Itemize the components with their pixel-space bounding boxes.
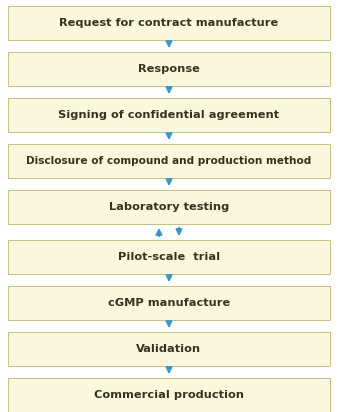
FancyBboxPatch shape: [8, 332, 330, 366]
Text: Commercial production: Commercial production: [94, 390, 244, 400]
Text: Signing of confidential agreement: Signing of confidential agreement: [58, 110, 280, 120]
Text: cGMP manufacture: cGMP manufacture: [108, 298, 230, 308]
Text: Disclosure of compound and production method: Disclosure of compound and production me…: [26, 156, 312, 166]
FancyBboxPatch shape: [8, 6, 330, 40]
FancyBboxPatch shape: [8, 144, 330, 178]
FancyBboxPatch shape: [8, 286, 330, 320]
FancyBboxPatch shape: [8, 240, 330, 274]
FancyBboxPatch shape: [8, 52, 330, 86]
Text: Response: Response: [138, 64, 200, 74]
FancyBboxPatch shape: [8, 98, 330, 132]
Text: Request for contract manufacture: Request for contract manufacture: [59, 18, 279, 28]
Text: Pilot-scale  trial: Pilot-scale trial: [118, 252, 220, 262]
Text: Validation: Validation: [137, 344, 201, 354]
Text: Laboratory testing: Laboratory testing: [109, 202, 229, 212]
FancyBboxPatch shape: [8, 378, 330, 412]
FancyBboxPatch shape: [8, 190, 330, 224]
